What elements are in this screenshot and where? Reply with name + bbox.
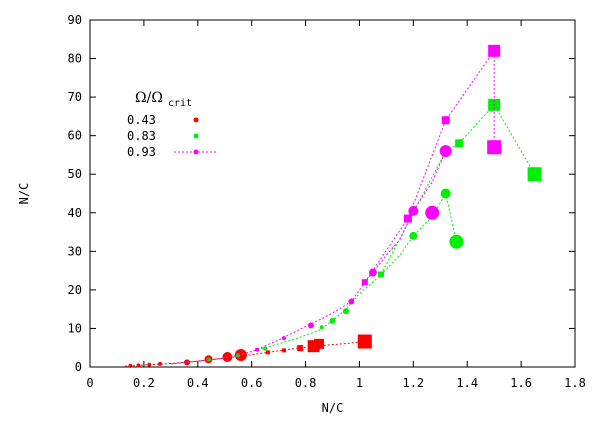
x-tick-label: 0.2 [133, 376, 155, 390]
data-point-square [357, 334, 372, 349]
data-point-circle [409, 231, 418, 240]
data-point-circle [128, 363, 133, 368]
data-point-circle [425, 205, 440, 220]
data-point-square [487, 140, 502, 155]
series-line [170, 150, 447, 365]
data-point-circle [449, 234, 464, 249]
legend-label: 0.93 [127, 145, 156, 159]
data-point-square [488, 44, 501, 57]
data-point-circle [307, 322, 314, 329]
y-tick-label: 80 [68, 52, 82, 66]
y-axis-label: N/C [17, 183, 31, 205]
y-tick-label: 20 [68, 283, 82, 297]
legend: Ω/Ω crit 0.43 0.83 0.93 [127, 90, 217, 159]
x-tick-label: 1.6 [510, 376, 532, 390]
x-tick-label: 0.6 [241, 376, 263, 390]
data-point-circle [158, 361, 163, 366]
data-point-circle [348, 298, 355, 305]
y-tick-label: 10 [68, 321, 82, 335]
data-point-square [265, 350, 270, 355]
data-point-square [314, 338, 325, 349]
data-point-square [441, 116, 450, 125]
y-tick-label: 30 [68, 244, 82, 258]
x-tick-label: 1 [356, 376, 363, 390]
data-point-circle [255, 347, 260, 352]
data-point-circle [136, 363, 141, 368]
legend-title-sub: crit [168, 98, 192, 109]
data-point-circle [147, 362, 152, 367]
data-point-circle [342, 308, 349, 315]
y-tick-label: 0 [75, 360, 82, 374]
data-point-circle [368, 268, 377, 277]
data-point-circle [319, 325, 324, 330]
series-line [170, 192, 457, 365]
legend-label: 0.43 [127, 113, 156, 127]
y-tick-label: 50 [68, 167, 82, 181]
x-tick-label: 0.8 [295, 376, 317, 390]
series-1 [170, 98, 542, 365]
y-tick-label: 60 [68, 129, 82, 143]
series-2 [170, 44, 502, 365]
series-layer [124, 44, 542, 368]
data-point-circle [329, 317, 336, 324]
data-point-circle [263, 346, 268, 351]
x-tick-label: 1.4 [456, 376, 478, 390]
data-point-square [361, 279, 368, 286]
series-line [380, 103, 536, 275]
legend-marker [193, 149, 199, 155]
legend-title: Ω/Ω [135, 90, 163, 106]
data-point-square [455, 139, 464, 148]
data-point-square [297, 345, 304, 352]
legend-marker [193, 117, 199, 123]
data-point-circle [282, 336, 286, 341]
x-tick-label: 0.4 [187, 376, 209, 390]
x-tick-label: 1.8 [564, 376, 586, 390]
y-tick-label: 90 [68, 13, 82, 27]
x-tick-label: 0 [86, 376, 93, 390]
series-line [364, 49, 495, 283]
data-point-circle [439, 145, 452, 158]
series-0 [124, 334, 372, 368]
data-point-circle [408, 205, 419, 216]
y-tick-label: 40 [68, 206, 82, 220]
legend-label: 0.83 [127, 129, 156, 143]
legend-marker [193, 133, 199, 139]
y-tick-label: 70 [68, 90, 82, 104]
axes: 0 0.2 0.4 0.6 0.8 1 1.2 1.4 1.6 1.8 0 10 20 30 40 50 60 7… [17, 13, 586, 415]
data-point-square [282, 348, 286, 353]
data-point-square [527, 167, 542, 182]
plot-frame [89, 19, 576, 368]
data-point-square [378, 271, 384, 278]
data-point-circle [234, 349, 247, 362]
data-point-square [403, 214, 412, 223]
data-point-circle [440, 188, 451, 199]
x-axis-label: N/C [322, 401, 344, 415]
x-tick-label: 1.2 [402, 376, 424, 390]
